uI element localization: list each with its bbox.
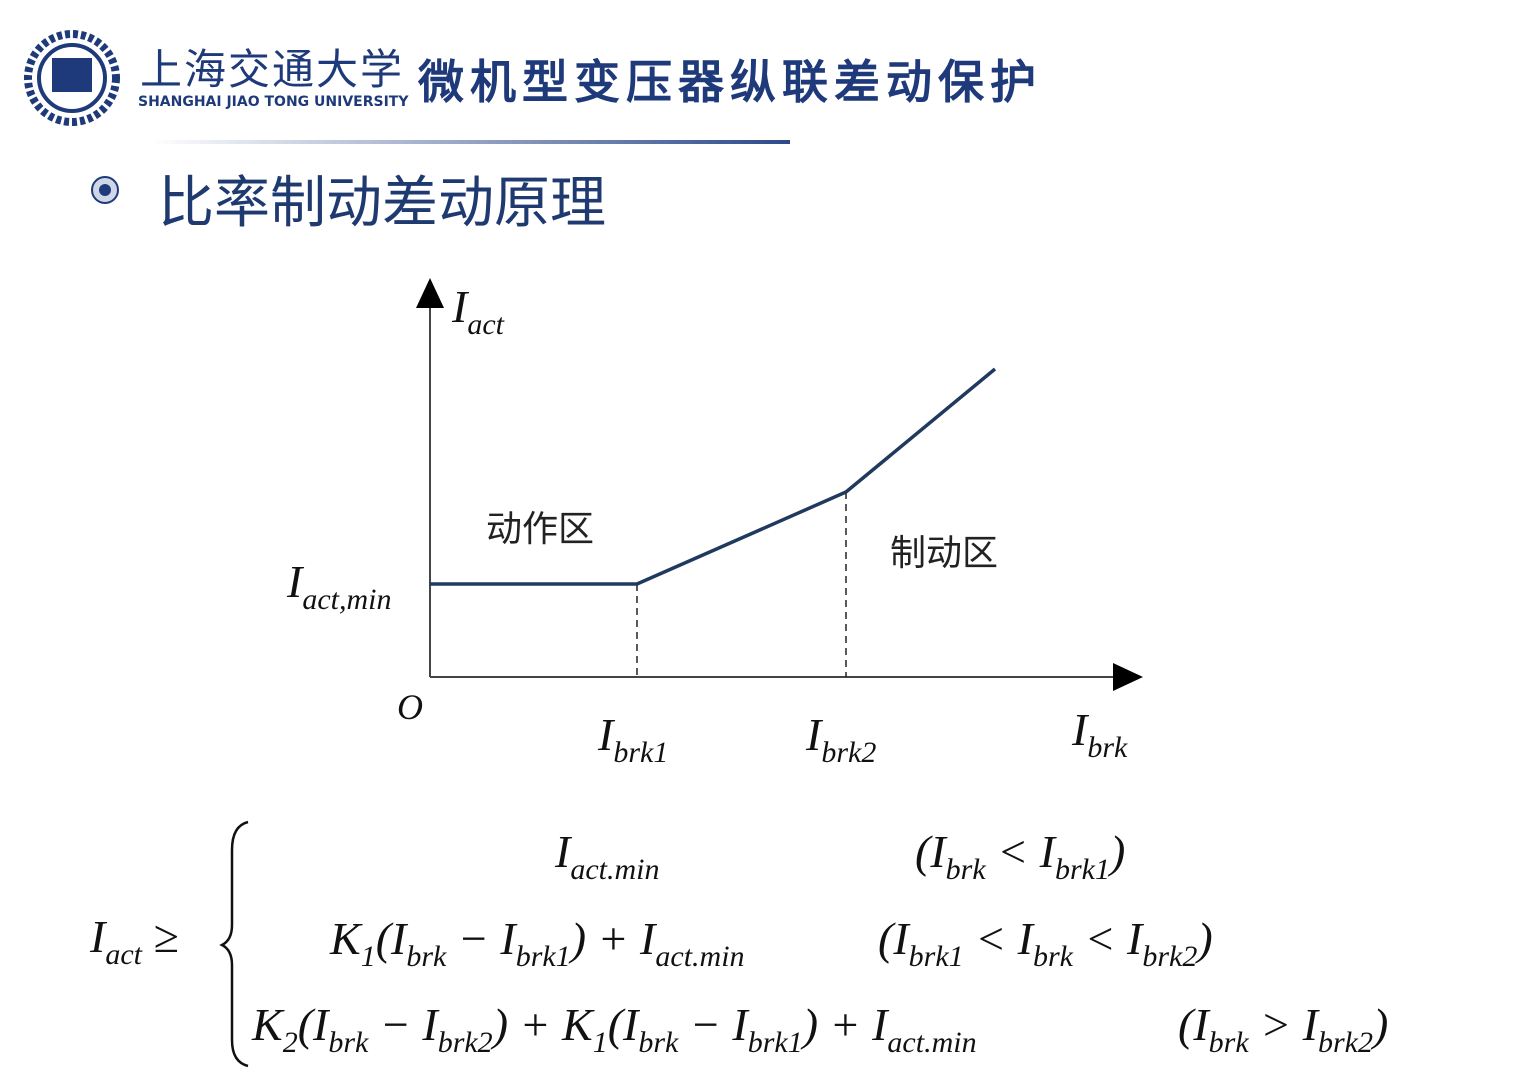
- math-main: (I: [1178, 999, 1209, 1050]
- math-main: I: [452, 281, 468, 332]
- math-sub: brk2: [437, 1026, 493, 1059]
- region-label: 制动区: [890, 533, 999, 574]
- math-sub: act: [467, 308, 504, 341]
- math-main: (I: [878, 913, 909, 964]
- math-main: − I: [446, 913, 516, 964]
- math-main: ) + K: [492, 999, 593, 1050]
- math-sub: brk1: [908, 940, 964, 973]
- axes: [429, 300, 1118, 678]
- origin-label: O: [397, 687, 423, 727]
- y-arrow: [416, 278, 444, 308]
- dashed-guides: [636, 492, 847, 677]
- formula-cond: (Ibrk > Ibrk2): [1178, 998, 1388, 1060]
- math-main: (I: [375, 913, 407, 964]
- math-main: ≥: [141, 911, 179, 962]
- header-title: 微机型变压器纵联差动保护: [418, 55, 1042, 109]
- math-main: K: [252, 999, 283, 1050]
- university-en: SHANGHAI JIAO TONG UNIVERSITY: [138, 94, 409, 110]
- math-main: < I: [985, 826, 1055, 877]
- math-main: I: [806, 709, 822, 760]
- math-main: I: [287, 556, 303, 607]
- math-sub: brk: [638, 1026, 679, 1059]
- university-cn: 上海交通大学: [140, 45, 405, 94]
- math-sub: 2: [282, 1026, 298, 1059]
- characteristic-line: [430, 367, 997, 586]
- math-main: − I: [678, 999, 748, 1050]
- math-sub: brk1: [747, 1026, 803, 1059]
- x-arrow: [1113, 663, 1143, 691]
- math-sub: act.min: [655, 940, 745, 973]
- slide-heading: 比率制动差动原理: [158, 171, 606, 236]
- logo: [24, 30, 120, 126]
- formula-expr: K2(Ibrk − Ibrk2) + K1(Ibrk − Ibrk1) + Ia…: [252, 998, 977, 1060]
- region-label: 动作区: [486, 509, 595, 550]
- math-sub: brk2: [1142, 940, 1198, 973]
- math-sub: brk: [406, 940, 447, 973]
- math-main: I: [1072, 704, 1088, 755]
- math-main: ): [1197, 913, 1213, 964]
- bullet: [91, 176, 119, 204]
- math-sub: act,min: [302, 583, 392, 616]
- formula-lhs: Iact ≥: [90, 910, 179, 972]
- math-main: (I: [607, 999, 639, 1050]
- math-sub: act.min: [887, 1026, 977, 1059]
- y-marker-label: Iact,min: [287, 555, 391, 617]
- brace: [219, 820, 249, 1068]
- math-main: I: [555, 826, 571, 877]
- math-main: K: [330, 913, 361, 964]
- math-sub: 1: [360, 940, 376, 973]
- math-main: I: [598, 709, 614, 760]
- logo-year: 1896: [61, 96, 84, 106]
- math-main: I: [90, 911, 106, 962]
- math-sub: brk2: [1318, 1026, 1373, 1059]
- math-sub: 1: [592, 1026, 608, 1059]
- math-main: ): [1110, 826, 1126, 877]
- formula-cond: (Ibrk1 < Ibrk < Ibrk2): [878, 912, 1213, 974]
- math-sub: brk1: [515, 940, 571, 973]
- math-sub: brk1: [613, 736, 669, 769]
- math-sub: act: [105, 938, 142, 971]
- math-sub: brk: [1087, 731, 1128, 764]
- math-sub: brk2: [821, 736, 877, 769]
- math-main: < I: [963, 913, 1033, 964]
- math-main: ) + I: [570, 913, 656, 964]
- x-marker-label: Ibrk1: [598, 708, 668, 770]
- math-main: ): [1373, 999, 1389, 1050]
- y-axis-label: Iact: [452, 280, 504, 342]
- formula-cond: (Ibrk < Ibrk1): [915, 825, 1125, 887]
- math-main: ) + I: [802, 999, 888, 1050]
- x-marker-label: Ibrk2: [806, 708, 876, 770]
- math-sub: brk1: [1055, 853, 1110, 886]
- header-rule: [150, 140, 790, 144]
- math-sub: brk: [1208, 1026, 1249, 1059]
- math-main: (I: [915, 826, 946, 877]
- formula-expr: Iact.min: [555, 825, 659, 887]
- math-main: − I: [368, 999, 438, 1050]
- math-main: (I: [297, 999, 329, 1050]
- math-sub: brk: [945, 853, 986, 886]
- formula-expr: K1(Ibrk − Ibrk1) + Iact.min: [330, 912, 745, 974]
- math-main: > I: [1248, 999, 1318, 1050]
- math-sub: brk: [1033, 940, 1073, 973]
- math-main: < I: [1073, 913, 1143, 964]
- math-sub: brk: [328, 1026, 369, 1059]
- math-sub: act.min: [570, 853, 660, 886]
- x-axis-label: Ibrk: [1072, 703, 1127, 765]
